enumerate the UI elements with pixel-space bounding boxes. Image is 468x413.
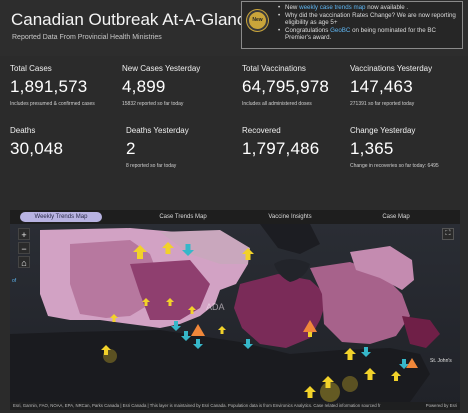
tab-vaccine-insights[interactable]: Vaccine Insights — [268, 214, 312, 220]
stat-label: Change Yesterday — [350, 126, 416, 135]
trend-down-arrow-icon — [243, 339, 253, 349]
stat-label: Deaths — [10, 126, 36, 135]
trend-up-arrow-icon — [162, 242, 174, 254]
trend-up-arrow-icon — [188, 306, 196, 314]
stat-value: 147,463 — [350, 77, 413, 96]
warning-triangle-icon — [191, 324, 205, 336]
trend-up-arrow-icon — [344, 348, 356, 360]
prairie-region — [70, 240, 160, 318]
map-attribution: Esri, Garmin, FAO, NOAA, EPA, NRCan, Par… — [10, 402, 460, 410]
stat-value: 4,899 — [122, 77, 166, 96]
st-johns-label: St. John's — [430, 358, 452, 364]
hudson-bay — [260, 224, 320, 254]
map-edge-label: of — [12, 278, 17, 284]
news-item: Why did the vaccination Rates Change? We… — [278, 12, 462, 27]
trend-down-arrow-icon — [399, 359, 409, 369]
vaccinations-yesterday-card: Vaccinations Yesterday 147,463 271391 so… — [350, 58, 460, 124]
news-item: Congratulations GeoBC on being nominated… — [278, 27, 462, 42]
trend-up-arrow-icon — [364, 368, 376, 380]
trend-down-arrow-icon — [193, 339, 203, 349]
recovered-card: Recovered 1,797,486 — [242, 120, 352, 186]
stat-note: 8 reported so far today — [126, 163, 177, 169]
warning-markers — [191, 320, 418, 368]
tab-case-trends-map[interactable]: Case Trends Map — [159, 214, 207, 220]
dashboard-header: Canadian Outbreak At-A-Glance Reported D… — [0, 0, 468, 56]
stat-note: Change in recoveries so far today: 6495 — [350, 163, 439, 169]
quebec-region — [310, 262, 410, 344]
trend-down-arrow-icon — [171, 321, 181, 331]
trend-up-arrow-icon — [110, 314, 118, 322]
new-badge: New — [247, 10, 268, 31]
northern-quebec-region — [350, 246, 414, 290]
stat-label: Vaccinations Yesterday — [350, 64, 433, 73]
trend-down-arrows — [171, 244, 409, 369]
trend-down-arrow-icon — [182, 244, 194, 256]
tab-weekly-trends-map[interactable]: Weekly Trends Map — [20, 212, 102, 222]
weekly-trends-map[interactable]: ADA — [10, 224, 460, 410]
stat-value: 1,891,573 — [10, 77, 88, 96]
stat-note: 15832 reported so far today — [122, 101, 184, 107]
northern-region — [160, 230, 250, 264]
stat-label: Deaths Yesterday — [126, 126, 189, 135]
central-region — [130, 260, 210, 320]
stat-label: Recovered — [242, 126, 281, 135]
hotspot-glow — [103, 349, 358, 402]
new-cases-yesterday-card: New Cases Yesterday 4,899 15832 reported… — [122, 58, 232, 124]
weekly-case-trends-link[interactable]: weekly case trends map — [299, 4, 366, 11]
page-title: Canadian Outbreak At-A-Glance — [11, 10, 255, 29]
change-yesterday-card: Change Yesterday 1,365 Change in recover… — [350, 120, 458, 186]
trend-up-arrow-icon — [242, 248, 254, 260]
warning-triangle-icon — [406, 358, 418, 368]
stat-value: 30,048 — [10, 139, 64, 158]
stat-value: 2 — [126, 139, 136, 158]
trend-up-arrow-icon — [166, 298, 174, 306]
trend-up-arrow-icon — [304, 386, 316, 398]
trend-up-arrow-icon — [391, 371, 401, 381]
trend-up-arrow-icon — [133, 245, 147, 259]
stat-label: Total Vaccinations — [242, 64, 306, 73]
trend-down-arrow-icon — [181, 331, 191, 341]
stat-value: 64,795,978 — [242, 77, 330, 96]
trend-up-arrow-icon — [218, 326, 226, 334]
deaths-yesterday-card: Deaths Yesterday 2 8 reported so far tod… — [126, 120, 236, 186]
stat-value: 1,797,486 — [242, 139, 320, 158]
news-list: New weekly case trends map now available… — [278, 4, 462, 42]
stat-note: Includes presumed & confirmed cases — [10, 101, 95, 107]
map-zoom-controls: + − ⌂ — [18, 228, 30, 270]
deaths-card: Deaths 30,048 — [10, 120, 120, 186]
stat-value: 1,365 — [350, 139, 394, 158]
trend-up-arrow-icon — [101, 345, 111, 355]
stat-label: New Cases Yesterday — [122, 64, 201, 73]
fullscreen-icon[interactable]: ⛶ — [442, 228, 454, 240]
trend-down-arrow-icon — [361, 347, 371, 357]
tab-case-map[interactable]: Case Map — [382, 214, 410, 220]
zoom-out-icon[interactable]: − — [18, 242, 30, 254]
zoom-in-icon[interactable]: + — [18, 228, 30, 240]
trend-up-arrow-icon — [142, 298, 150, 306]
trend-up-arrow-icon — [322, 376, 334, 388]
usa-landmass — [10, 330, 430, 402]
news-item: New weekly case trends map now available… — [278, 4, 462, 12]
total-vaccinations-card: Total Vaccinations 64,795,978 Includes a… — [242, 58, 352, 124]
map-panel: Weekly Trends Map Case Trends Map Vaccin… — [10, 210, 460, 410]
powered-by-esri-link[interactable]: Powered by Esri — [425, 403, 457, 408]
warning-triangle-icon — [303, 320, 317, 332]
geobc-link[interactable]: GeoBC — [330, 26, 351, 34]
home-icon[interactable]: ⌂ — [18, 256, 30, 268]
attribution-text: Esri, Garmin, FAO, NOAA, EPA, NRCan, Par… — [13, 403, 381, 408]
stat-note: 271391 so far reported today — [350, 101, 415, 107]
maritimes-region — [402, 316, 440, 348]
james-bay — [274, 259, 310, 282]
stats-grid: Total Cases 1,891,573 Includes presumed … — [10, 58, 460, 200]
stat-note: Includes all administered doses — [242, 101, 312, 107]
total-cases-card: Total Cases 1,891,573 Includes presumed … — [10, 58, 120, 124]
news-panel: New New weekly case trends map now avail… — [241, 1, 463, 49]
page-subtitle: Reported Data From Provincial Health Min… — [12, 34, 162, 41]
map-watermark: ADA — [206, 302, 225, 312]
map-tabs: Weekly Trends Map Case Trends Map Vaccin… — [10, 210, 460, 224]
stat-label: Total Cases — [10, 64, 52, 73]
